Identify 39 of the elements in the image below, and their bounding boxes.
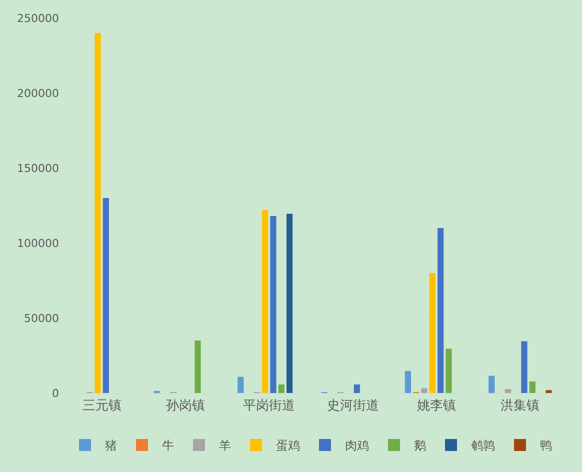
legend-label: 牛 — [162, 438, 174, 453]
bar — [446, 348, 452, 393]
bar — [529, 381, 536, 393]
y-tick-label: 250000 — [17, 12, 59, 25]
y-tick-label: 100000 — [17, 236, 59, 250]
y-tick-label: 0 — [52, 386, 59, 400]
legend-label: 鹌鹑 — [471, 438, 495, 453]
legend-label: 猪 — [105, 438, 117, 453]
x-tick-label: 洪集镇 — [500, 398, 540, 414]
bar — [521, 341, 528, 393]
bar — [404, 370, 412, 393]
x-tick-label: 史河街道 — [326, 398, 379, 414]
bar — [194, 340, 201, 393]
legend-label: 蛋鸡 — [276, 438, 300, 453]
y-tick-label: 200000 — [17, 86, 59, 100]
x-tick-label: 姚李镇 — [417, 398, 456, 414]
bar — [488, 376, 495, 393]
y-tick-label: 150000 — [17, 162, 59, 175]
x-tick-label: 孙岗镇 — [166, 398, 205, 414]
bar — [546, 390, 552, 393]
legend-label: 鹅 — [414, 438, 426, 453]
x-tick-label: 平岗街道 — [243, 398, 296, 414]
bar — [94, 33, 101, 393]
bar — [286, 214, 293, 393]
bar — [354, 384, 360, 393]
bar — [278, 384, 284, 393]
bar — [270, 216, 276, 393]
legend-label: 羊 — [219, 438, 231, 453]
y-tick-label: 50000 — [24, 312, 59, 325]
bar — [238, 376, 244, 393]
x-tick-label: 三元镇 — [82, 398, 122, 414]
bar — [429, 273, 436, 393]
legend-label: 肉鸡 — [345, 438, 369, 453]
legend-label: 鸭 — [540, 438, 552, 453]
bar — [262, 210, 268, 393]
bar — [421, 388, 428, 393]
bar — [438, 228, 444, 393]
bar — [504, 389, 511, 393]
bar — [102, 198, 109, 393]
